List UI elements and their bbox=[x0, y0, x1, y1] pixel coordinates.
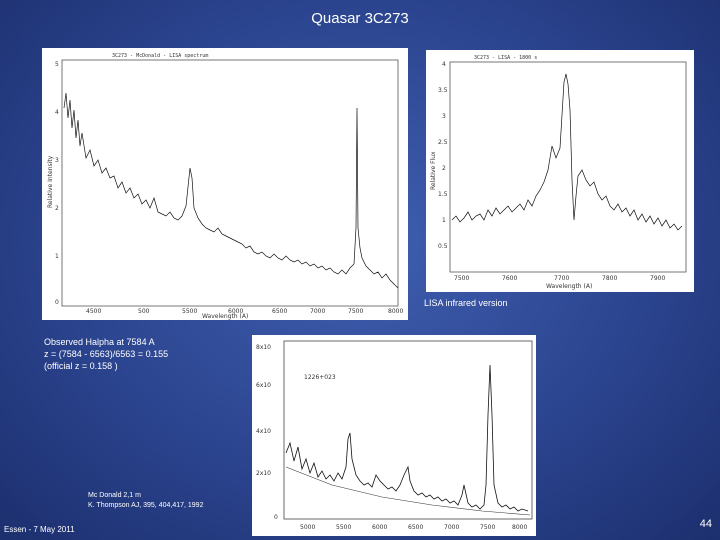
left-ytick: 5 bbox=[55, 61, 59, 68]
left-ytick: 2 bbox=[55, 205, 59, 212]
left-xlabel: Wavelength (A) bbox=[202, 313, 248, 320]
slide-title: Quasar 3C273 bbox=[311, 10, 409, 27]
right-xtick: 7700 bbox=[554, 275, 569, 282]
right-ytick: 2.5 bbox=[438, 139, 448, 146]
bottom-ytick: 8x10 bbox=[256, 344, 271, 351]
spectrum-chart-right: 3C273 - LISA - 1800 s Wavelength (A) Rel… bbox=[430, 55, 687, 290]
bottom-xtick: 6500 bbox=[408, 524, 423, 531]
spectrum-plot-left: 3C273 - McDonald - LISA spectrum Wavelen… bbox=[42, 48, 408, 320]
spectrum-chart-bottom: 1226+023 8x10 6x10 4x10 2x10 0 5000 5500… bbox=[256, 340, 533, 531]
right-ylabel: Relative Flux bbox=[430, 151, 437, 190]
credit-line: Mc Donald 2,1 m bbox=[88, 492, 141, 499]
left-ylabel: Relative Intensity bbox=[47, 155, 54, 208]
bottom-xtick: 6000 bbox=[372, 524, 387, 531]
right-ytick: 3.5 bbox=[438, 87, 448, 94]
spectrum-chart-left: 3C273 - McDonald - LISA spectrum Wavelen… bbox=[47, 53, 403, 320]
left-xtick: 6500 bbox=[272, 308, 287, 315]
left-xtick: 7500 bbox=[348, 308, 363, 315]
left-xtick: 8000 bbox=[388, 308, 403, 315]
bottom-label: 1226+023 bbox=[304, 374, 336, 381]
slide-number: 44 bbox=[699, 518, 712, 530]
right-ytick: 4 bbox=[442, 61, 446, 68]
right-xtick: 7500 bbox=[454, 275, 469, 282]
right-ytick: 1.5 bbox=[438, 191, 448, 198]
right-xlabel: Wavelength (A) bbox=[546, 283, 592, 290]
bottom-xtick: 8000 bbox=[512, 524, 527, 531]
right-ytick: 0.5 bbox=[438, 243, 448, 250]
right-xtick: 7800 bbox=[602, 275, 617, 282]
left-xtick: 500 bbox=[138, 308, 150, 315]
left-ytick: 1 bbox=[55, 253, 59, 260]
left-ytick: 0 bbox=[55, 299, 59, 306]
credit-note: Mc Donald 2,1 m K. Thompson AJ, 395, 404… bbox=[88, 491, 203, 511]
bottom-xtick: 7000 bbox=[444, 524, 459, 531]
right-ytick: 1 bbox=[442, 217, 446, 224]
left-xtick: 7000 bbox=[310, 308, 325, 315]
left-xtick: 5500 bbox=[182, 308, 197, 315]
bottom-xtick: 5500 bbox=[336, 524, 351, 531]
right-ytick: 3 bbox=[442, 113, 446, 120]
left-ytick: 3 bbox=[55, 157, 59, 164]
spectrum-plot-right: 3C273 - LISA - 1800 s Wavelength (A) Rel… bbox=[426, 50, 694, 292]
bottom-ytick: 0 bbox=[274, 514, 278, 521]
lisa-caption: LISA infrared version bbox=[424, 298, 508, 308]
right-xtick: 7600 bbox=[502, 275, 517, 282]
left-xtick: 4500 bbox=[86, 308, 101, 315]
observation-line: z = (7584 - 6563)/6563 = 0.155 bbox=[44, 349, 169, 359]
observation-line: Observed Halpha at 7584 A bbox=[44, 337, 155, 347]
bottom-ytick: 4x10 bbox=[256, 428, 271, 435]
left-ytick: 4 bbox=[55, 109, 59, 116]
footer-text: Essen - 7 May 2011 bbox=[4, 525, 75, 534]
observation-line: (official z = 0.158 ) bbox=[44, 361, 118, 371]
bottom-ytick: 6x10 bbox=[256, 382, 271, 389]
svg-text:3C273 - McDonald - LISA spectr: 3C273 - McDonald - LISA spectrum bbox=[112, 53, 208, 59]
spectrum-plot-bottom: 1226+023 8x10 6x10 4x10 2x10 0 5000 5500… bbox=[252, 335, 536, 536]
right-header: 3C273 - LISA - 1800 s bbox=[474, 55, 537, 61]
right-xtick: 7900 bbox=[650, 275, 665, 282]
bottom-ytick: 2x10 bbox=[256, 470, 271, 477]
bottom-xtick: 5000 bbox=[300, 524, 315, 531]
bottom-xtick: 7500 bbox=[480, 524, 495, 531]
observation-note: Observed Halpha at 7584 A z = (7584 - 65… bbox=[44, 336, 168, 372]
left-xtick: 6000 bbox=[228, 308, 243, 315]
credit-line: K. Thompson AJ, 395, 404,417, 1992 bbox=[88, 502, 204, 509]
right-ytick: 2 bbox=[442, 165, 446, 172]
